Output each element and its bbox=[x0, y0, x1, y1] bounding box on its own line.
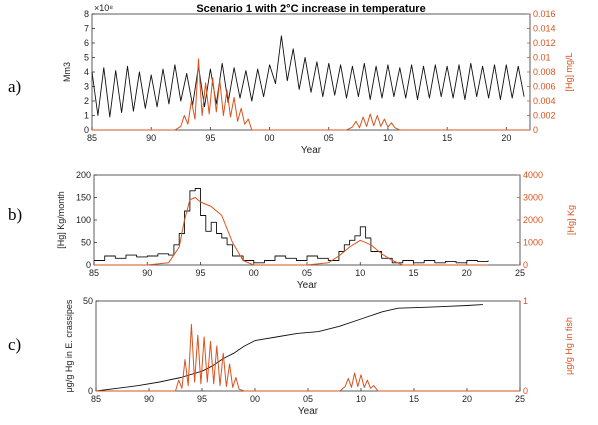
panel-label-c: c) bbox=[8, 335, 21, 354]
series-line-left-2 bbox=[94, 188, 489, 264]
series-line-right-3 bbox=[96, 323, 520, 392]
series-line-right-1 bbox=[92, 58, 530, 131]
x-tick-label: 90 bbox=[146, 133, 156, 143]
series-line-left-1 bbox=[91, 35, 525, 118]
y-tick-label: 50 bbox=[81, 238, 91, 248]
x-tick-label: 25 bbox=[515, 394, 525, 404]
y-right-tick-label: 0.002 bbox=[533, 111, 556, 121]
y-right-axis-label: μg/g Hg in fish bbox=[564, 317, 574, 375]
y-right-tick-label: 1 bbox=[523, 296, 528, 306]
y-tick-label: 50 bbox=[83, 296, 93, 306]
x-tick-label: 20 bbox=[501, 133, 511, 143]
y-right-tick-label: 0 bbox=[523, 260, 528, 270]
x-axis-label: Year bbox=[301, 145, 322, 156]
x-tick-label: 95 bbox=[195, 268, 205, 278]
y-right-axis-label: [Hg] Kg bbox=[566, 205, 576, 235]
x-tick-label: 95 bbox=[197, 394, 207, 404]
panel-label-b: b) bbox=[8, 205, 22, 224]
y-right-tick-label: 0.014 bbox=[533, 24, 556, 34]
x-tick-label: 90 bbox=[144, 394, 154, 404]
x-tick-label: 85 bbox=[91, 394, 101, 404]
x-tick-label: 90 bbox=[142, 268, 152, 278]
x-tick-label: 15 bbox=[408, 268, 418, 278]
x-tick-label: 00 bbox=[249, 268, 259, 278]
x-tick-label: 00 bbox=[265, 133, 275, 143]
y-right-tick-label: 0.008 bbox=[533, 67, 556, 77]
series-line-left-3 bbox=[95, 304, 483, 392]
x-tick-label: 00 bbox=[250, 394, 260, 404]
y-right-tick-label: 1000 bbox=[523, 238, 543, 248]
y-axis-label: Mm3 bbox=[62, 62, 72, 82]
series-line-right-2 bbox=[94, 197, 489, 266]
x-tick-label: 05 bbox=[324, 133, 334, 143]
x-tick-label: 10 bbox=[355, 268, 365, 278]
x-tick-label: 15 bbox=[409, 394, 419, 404]
y-right-tick-label: 0.01 bbox=[533, 53, 551, 63]
y-tick-label: 0 bbox=[86, 260, 91, 270]
y-tick-label: 200 bbox=[76, 170, 91, 180]
y-right-tick-label: 3000 bbox=[523, 193, 543, 203]
panel-label-a: a) bbox=[8, 77, 21, 96]
plot-frame bbox=[93, 174, 521, 266]
y-axis-label: [Hg] Kg/month bbox=[56, 191, 66, 249]
x-tick-label: 05 bbox=[302, 268, 312, 278]
y-tick-label: 7 bbox=[84, 24, 89, 34]
y-right-tick-label: 0.004 bbox=[533, 96, 556, 106]
x-tick-label: 10 bbox=[383, 133, 393, 143]
x-axis-label: Year bbox=[298, 406, 319, 417]
x-tick-label: 85 bbox=[87, 133, 97, 143]
y-tick-label: 2 bbox=[84, 96, 89, 106]
y-right-axis-label: [Hg] mg/L bbox=[564, 52, 574, 91]
x-tick-label: 95 bbox=[205, 133, 215, 143]
y-tick-label: 100 bbox=[76, 215, 91, 225]
x-tick-label: 15 bbox=[442, 133, 452, 143]
y-tick-label: 3 bbox=[84, 82, 89, 92]
y-right-tick-label: 2000 bbox=[523, 215, 543, 225]
x-axis-label: Year bbox=[297, 280, 318, 291]
y-tick-label: 8 bbox=[84, 9, 89, 19]
chart-panel-b: 85 90 95 00 05 10 15 20 25Year050100150200010002… bbox=[56, 170, 576, 291]
x-tick-label: 25 bbox=[515, 268, 525, 278]
chart-panel-c: 85 90 95 00 05 10 15 20 25 Year 0 50 0 1 μg/g Hg in E.… bbox=[64, 296, 574, 417]
y-tick-label: 4 bbox=[84, 67, 89, 77]
x-tick-label: 20 bbox=[462, 394, 472, 404]
y-tick-label: 0 bbox=[84, 125, 89, 135]
y-tick-label: 5 bbox=[84, 53, 89, 63]
y-tick-label: 0 bbox=[88, 386, 93, 396]
y-exponent-label: ×10⁸ bbox=[94, 3, 113, 13]
y-right-tick-label: 0.006 bbox=[533, 82, 556, 92]
x-tick-label: 20 bbox=[462, 268, 472, 278]
x-tick-label: 05 bbox=[303, 394, 313, 404]
y-right-tick-label: 4000 bbox=[523, 170, 543, 180]
y-axis-label: μg/g Hg in E. crassipes bbox=[64, 299, 74, 392]
y-right-tick-label: 0.012 bbox=[533, 38, 556, 48]
y-right-tick-label: 0 bbox=[523, 386, 528, 396]
x-tick-label: 85 bbox=[89, 268, 99, 278]
y-tick-label: 1 bbox=[84, 111, 89, 121]
y-right-tick-label: 0.016 bbox=[533, 9, 556, 19]
chart-title: Scenario 1 with 2°C increase in temperat… bbox=[196, 3, 425, 15]
y-right-tick-label: 0 bbox=[533, 125, 538, 135]
y-tick-label: 150 bbox=[76, 193, 91, 203]
plot-frame bbox=[95, 300, 521, 392]
y-tick-label: 6 bbox=[84, 38, 89, 48]
chart-panel-a: Scenario 1 with 2°C increase in temperat… bbox=[62, 3, 574, 156]
plot-frame bbox=[91, 13, 531, 131]
x-tick-label: 10 bbox=[356, 394, 366, 404]
